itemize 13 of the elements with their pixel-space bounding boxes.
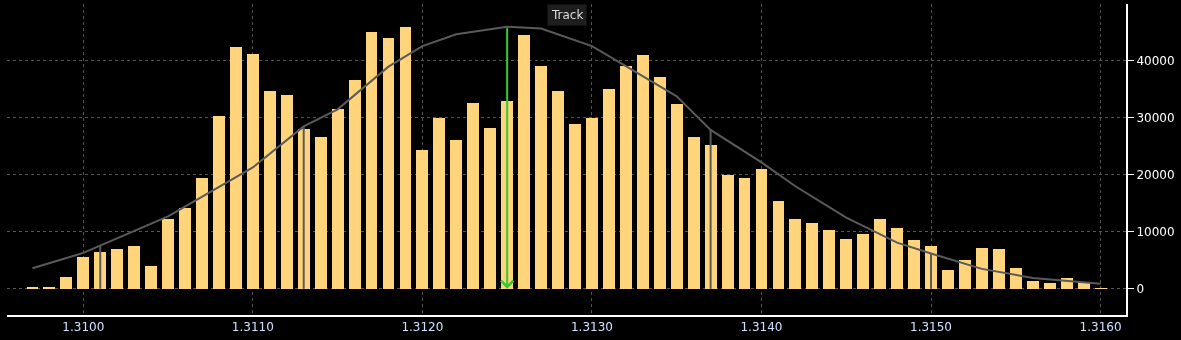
- y-tick-label: 40000: [1136, 54, 1175, 69]
- x-tick-label: 1.3110: [231, 320, 274, 335]
- annotation: Track: [551, 8, 584, 22]
- y-tick-label: 20000: [1136, 168, 1175, 183]
- x-tick-label: 1.3120: [401, 320, 444, 335]
- y-tick-label: 30000: [1136, 111, 1175, 126]
- x-tick-label: 1.3130: [570, 320, 613, 335]
- y-tick-label: 10000: [1136, 225, 1175, 240]
- y-tick-label: 0: [1136, 282, 1145, 296]
- x-tick-label: 1.3140: [740, 320, 783, 335]
- x-tick-label: 1.3150: [910, 320, 953, 335]
- x-tick-label: 1.3160: [1079, 320, 1122, 335]
- x-tick-label: 1.3100: [62, 320, 105, 335]
